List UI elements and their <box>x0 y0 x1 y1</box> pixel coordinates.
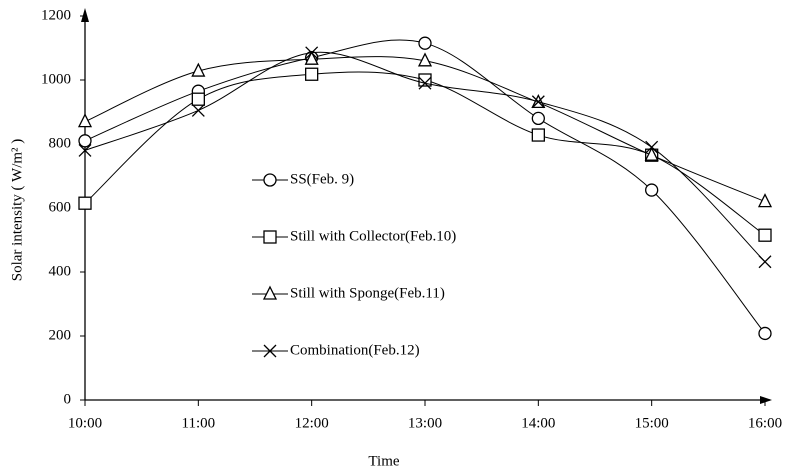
marker <box>644 146 659 161</box>
y-axis-arrow <box>81 8 89 22</box>
marker <box>531 111 545 126</box>
x-tick-label: 14:00 <box>521 415 555 431</box>
legend-label: Still with Collector(Feb.10) <box>290 228 456 244</box>
marker <box>191 103 205 117</box>
marker <box>757 193 773 208</box>
marker <box>758 255 772 269</box>
series-line <box>84 71 766 236</box>
marker <box>263 173 277 187</box>
marker <box>263 230 277 244</box>
marker <box>645 183 659 197</box>
marker <box>263 344 277 358</box>
marker <box>305 67 319 81</box>
marker <box>262 285 278 300</box>
marker <box>531 128 545 142</box>
y-tick-label: 1000 <box>41 71 71 87</box>
x-tick-label: 15:00 <box>635 415 669 431</box>
marker <box>758 228 772 242</box>
marker <box>417 52 433 67</box>
x-tick-label: 10:00 <box>68 415 102 431</box>
y-axis-title: Solar intensity ( W/m² ) <box>9 139 25 282</box>
y-tick-label: 1200 <box>41 7 71 23</box>
x-axis-arrow <box>760 396 772 404</box>
legend-label: Combination(Feb.12) <box>290 342 420 358</box>
marker <box>531 95 545 109</box>
marker <box>78 134 92 148</box>
y-tick-label: 200 <box>49 327 72 343</box>
marker <box>758 326 772 341</box>
x-tick-label: 16:00 <box>748 415 782 431</box>
marker <box>78 143 92 157</box>
y-tick-label: 400 <box>49 263 72 279</box>
y-tick-label: 0 <box>64 391 72 407</box>
x-tick-label: 11:00 <box>182 415 216 431</box>
x-tick-label: 12:00 <box>295 415 329 431</box>
x-axis-title: Time <box>368 453 399 469</box>
marker <box>305 46 319 60</box>
marker <box>191 92 205 106</box>
marker <box>418 36 432 50</box>
legend-label: SS(Feb. 9) <box>290 171 354 187</box>
marker <box>77 113 93 128</box>
marker <box>418 76 432 90</box>
legend-label: Still with Sponge(Feb.11) <box>290 285 445 301</box>
marker <box>645 140 659 154</box>
y-tick-label: 800 <box>49 135 72 151</box>
marker <box>304 50 319 65</box>
x-tick-label: 13:00 <box>408 415 442 431</box>
y-tick-label: 600 <box>49 199 72 215</box>
marker <box>78 196 92 210</box>
marker <box>191 62 206 77</box>
